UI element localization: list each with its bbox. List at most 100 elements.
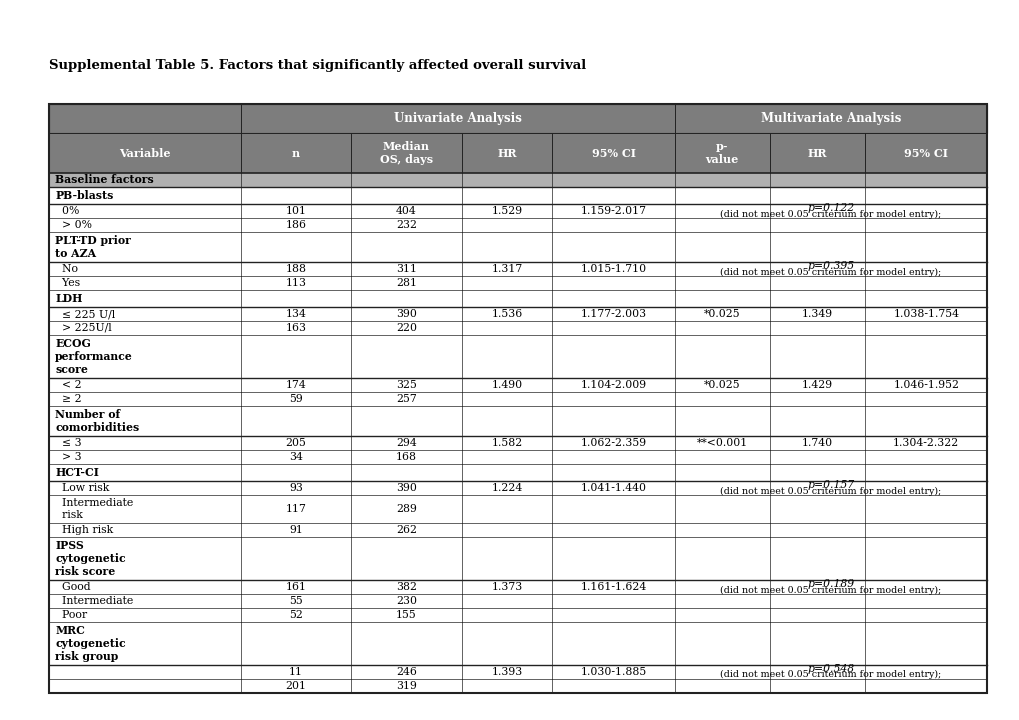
Text: 155: 155 xyxy=(395,610,417,620)
Text: > 3: > 3 xyxy=(55,452,82,462)
Text: 1.582: 1.582 xyxy=(491,438,522,449)
Text: 257: 257 xyxy=(395,394,417,404)
Text: Variable: Variable xyxy=(119,148,170,158)
Text: 319: 319 xyxy=(395,680,417,690)
Text: (did not meet 0.05 criterium for model entry);: (did not meet 0.05 criterium for model e… xyxy=(719,268,941,276)
Text: 1.490: 1.490 xyxy=(491,380,522,390)
Text: 1.177-2.003: 1.177-2.003 xyxy=(580,309,646,319)
Text: 1.349: 1.349 xyxy=(801,309,833,319)
Text: 232: 232 xyxy=(395,220,417,230)
Bar xyxy=(49,232,986,262)
Text: 289: 289 xyxy=(395,504,417,514)
Text: 262: 262 xyxy=(395,525,417,535)
Text: 59: 59 xyxy=(289,394,303,404)
Text: HR: HR xyxy=(807,148,826,158)
Text: 95% CI: 95% CI xyxy=(904,148,948,158)
Bar xyxy=(49,378,986,392)
Bar xyxy=(49,218,986,232)
Text: 1.041-1.440: 1.041-1.440 xyxy=(580,483,646,493)
Bar xyxy=(49,104,986,133)
Text: (did not meet 0.05 criterium for model entry);: (did not meet 0.05 criterium for model e… xyxy=(719,670,941,680)
Text: MRC
cytogenetic
risk group: MRC cytogenetic risk group xyxy=(55,624,125,662)
Text: Poor: Poor xyxy=(55,610,87,620)
Text: 163: 163 xyxy=(285,323,307,333)
Bar xyxy=(49,679,986,693)
Bar xyxy=(49,495,986,523)
Text: 390: 390 xyxy=(395,483,417,493)
Text: 390: 390 xyxy=(395,309,417,319)
Text: IPSS
cytogenetic
risk score: IPSS cytogenetic risk score xyxy=(55,540,125,577)
Text: 188: 188 xyxy=(285,264,307,274)
Text: 55: 55 xyxy=(289,596,303,606)
Text: (did not meet 0.05 criterium for model entry);: (did not meet 0.05 criterium for model e… xyxy=(719,210,941,219)
Text: Baseline factors: Baseline factors xyxy=(55,174,154,185)
Text: 1.393: 1.393 xyxy=(491,667,522,677)
Bar xyxy=(49,523,986,537)
Text: 325: 325 xyxy=(395,380,417,390)
Text: Number of
comorbidities: Number of comorbidities xyxy=(55,409,140,433)
Bar xyxy=(49,406,986,436)
Text: Intermediate: Intermediate xyxy=(55,596,133,606)
Bar xyxy=(49,594,986,608)
Text: p=0.189: p=0.189 xyxy=(807,579,854,589)
Text: 311: 311 xyxy=(395,264,417,274)
Text: PB-blasts: PB-blasts xyxy=(55,190,113,201)
Bar xyxy=(49,276,986,290)
Text: 113: 113 xyxy=(285,278,307,288)
Text: Yes: Yes xyxy=(55,278,81,288)
Bar xyxy=(49,464,986,482)
Text: (did not meet 0.05 criterium for model entry);: (did not meet 0.05 criterium for model e… xyxy=(719,487,941,496)
Text: HR: HR xyxy=(497,148,517,158)
Bar xyxy=(49,608,986,621)
Text: 1.740: 1.740 xyxy=(801,438,833,449)
Text: (did not meet 0.05 criterium for model entry);: (did not meet 0.05 criterium for model e… xyxy=(719,585,941,595)
Text: 1.159-2.017: 1.159-2.017 xyxy=(580,206,646,216)
Text: 220: 220 xyxy=(395,323,417,333)
Text: 1.046-1.952: 1.046-1.952 xyxy=(893,380,959,390)
Text: p=0.157: p=0.157 xyxy=(807,480,854,490)
Text: 34: 34 xyxy=(288,452,303,462)
Bar xyxy=(49,392,986,406)
Bar xyxy=(49,537,986,580)
Text: ECOG
performance
score: ECOG performance score xyxy=(55,338,132,375)
Text: 174: 174 xyxy=(285,380,306,390)
Text: 1.104-2.009: 1.104-2.009 xyxy=(580,380,646,390)
Text: < 2: < 2 xyxy=(55,380,82,390)
Text: HCT-CI: HCT-CI xyxy=(55,467,99,478)
Text: 93: 93 xyxy=(288,483,303,493)
Text: *0.025: *0.025 xyxy=(703,309,740,319)
Bar xyxy=(49,262,986,276)
Text: Median
OS, days: Median OS, days xyxy=(380,141,433,165)
Text: 0%: 0% xyxy=(55,206,79,216)
Text: No: No xyxy=(55,264,78,274)
Text: 1.015-1.710: 1.015-1.710 xyxy=(580,264,646,274)
Text: ≤ 225 U/l: ≤ 225 U/l xyxy=(55,309,115,319)
Text: 11: 11 xyxy=(288,667,303,677)
Text: > 0%: > 0% xyxy=(55,220,92,230)
Bar xyxy=(49,450,986,464)
Text: Good: Good xyxy=(55,582,91,592)
Text: 1.224: 1.224 xyxy=(491,483,522,493)
Bar xyxy=(49,290,986,307)
Bar xyxy=(49,104,986,693)
Bar xyxy=(49,482,986,495)
Text: 1.429: 1.429 xyxy=(801,380,833,390)
Text: 91: 91 xyxy=(288,525,303,535)
Text: 186: 186 xyxy=(285,220,307,230)
Text: Low risk: Low risk xyxy=(55,483,109,493)
Text: 1.161-1.624: 1.161-1.624 xyxy=(580,582,646,592)
Text: 382: 382 xyxy=(395,582,417,592)
Text: 101: 101 xyxy=(285,206,307,216)
Bar xyxy=(49,307,986,321)
Text: n: n xyxy=(291,148,300,158)
Bar xyxy=(49,186,986,204)
Bar xyxy=(49,204,986,218)
Bar xyxy=(49,335,986,378)
Text: 1.536: 1.536 xyxy=(491,309,522,319)
Text: 134: 134 xyxy=(285,309,306,319)
Text: p-
value: p- value xyxy=(705,141,738,165)
Bar xyxy=(49,665,986,679)
Text: 294: 294 xyxy=(395,438,417,449)
Text: Univariate Analysis: Univariate Analysis xyxy=(393,112,521,125)
Text: LDH: LDH xyxy=(55,293,83,304)
